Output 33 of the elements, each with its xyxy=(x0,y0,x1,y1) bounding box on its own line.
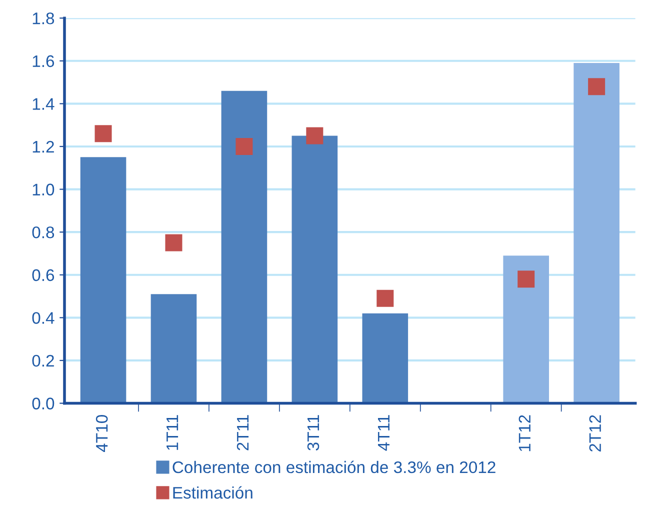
x-tick-label: 1T12 xyxy=(518,415,530,452)
y-tick-label: 0.8 xyxy=(32,226,54,238)
point xyxy=(306,127,324,144)
y-tick-label: 1.2 xyxy=(32,140,54,153)
x-tick-label: 2T12 xyxy=(589,415,601,452)
bar xyxy=(80,157,126,404)
y-tick-label: 1.4 xyxy=(32,98,54,110)
x-tick-label: 3T11 xyxy=(307,415,320,450)
point xyxy=(236,138,253,155)
bar xyxy=(292,136,338,404)
y-tick-label: 1.8 xyxy=(32,12,54,24)
y-tick-label: 0.6 xyxy=(32,269,54,282)
point xyxy=(94,125,112,142)
legend-label: Coherente con estimación de 3.3% en 2012 xyxy=(172,460,496,474)
point xyxy=(588,78,606,96)
point xyxy=(165,234,182,252)
x-tick-label: 4T10 xyxy=(96,415,108,452)
y-tick-label: 1.6 xyxy=(32,55,54,68)
x-tick-label: 2T11 xyxy=(236,415,249,450)
bar xyxy=(221,90,268,404)
bar xyxy=(503,256,549,404)
bar xyxy=(574,63,620,404)
x-tick-label: 1T11 xyxy=(166,415,178,450)
point xyxy=(376,290,394,307)
bar xyxy=(150,294,197,404)
bar xyxy=(362,313,408,404)
y-tick-label: 1.0 xyxy=(32,184,54,196)
legend-label: Estimación xyxy=(173,486,252,499)
x-tick-label: 4T11 xyxy=(378,415,390,451)
y-tick-label: 0.2 xyxy=(32,354,54,367)
y-tick-label: 0.4 xyxy=(32,312,54,324)
point xyxy=(518,270,535,288)
y-tick-label: 0.0 xyxy=(32,398,54,410)
